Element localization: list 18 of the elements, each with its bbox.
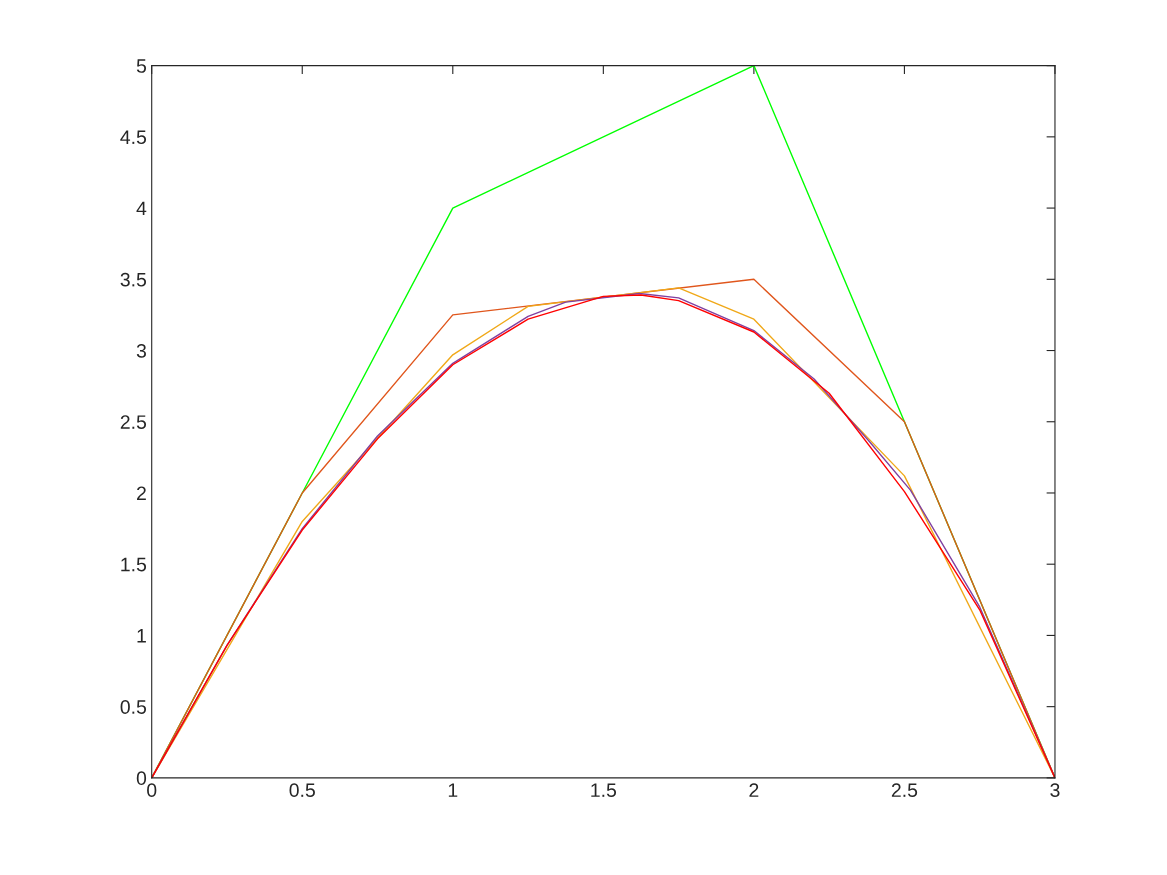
y-tick-label: 5 [136, 59, 147, 73]
y-tick-label: 4 [136, 201, 147, 216]
y-tick-label: 1 [137, 629, 146, 643]
y-tick-label: 4.5 [120, 130, 147, 145]
x-tick-label: 2.5 [891, 783, 918, 798]
y-tick-label: 0.5 [120, 700, 147, 714]
x-tick-label: 0.5 [289, 783, 315, 798]
x-tick-label: 2 [749, 783, 759, 797]
x-tick-label: 1 [448, 783, 458, 797]
x-tick-label: 0 [147, 783, 157, 798]
x-tick-label: 3 [1050, 783, 1060, 798]
y-tick-label: 2 [137, 486, 146, 501]
y-tick-label: 3 [136, 343, 146, 358]
y-tick-label: 2.5 [120, 415, 147, 429]
y-tick-label: 3.5 [120, 272, 147, 287]
y-tick-label: 0 [136, 771, 147, 786]
x-tick-label: 1.5 [591, 783, 617, 798]
y-tick-label: 1.5 [121, 557, 147, 572]
